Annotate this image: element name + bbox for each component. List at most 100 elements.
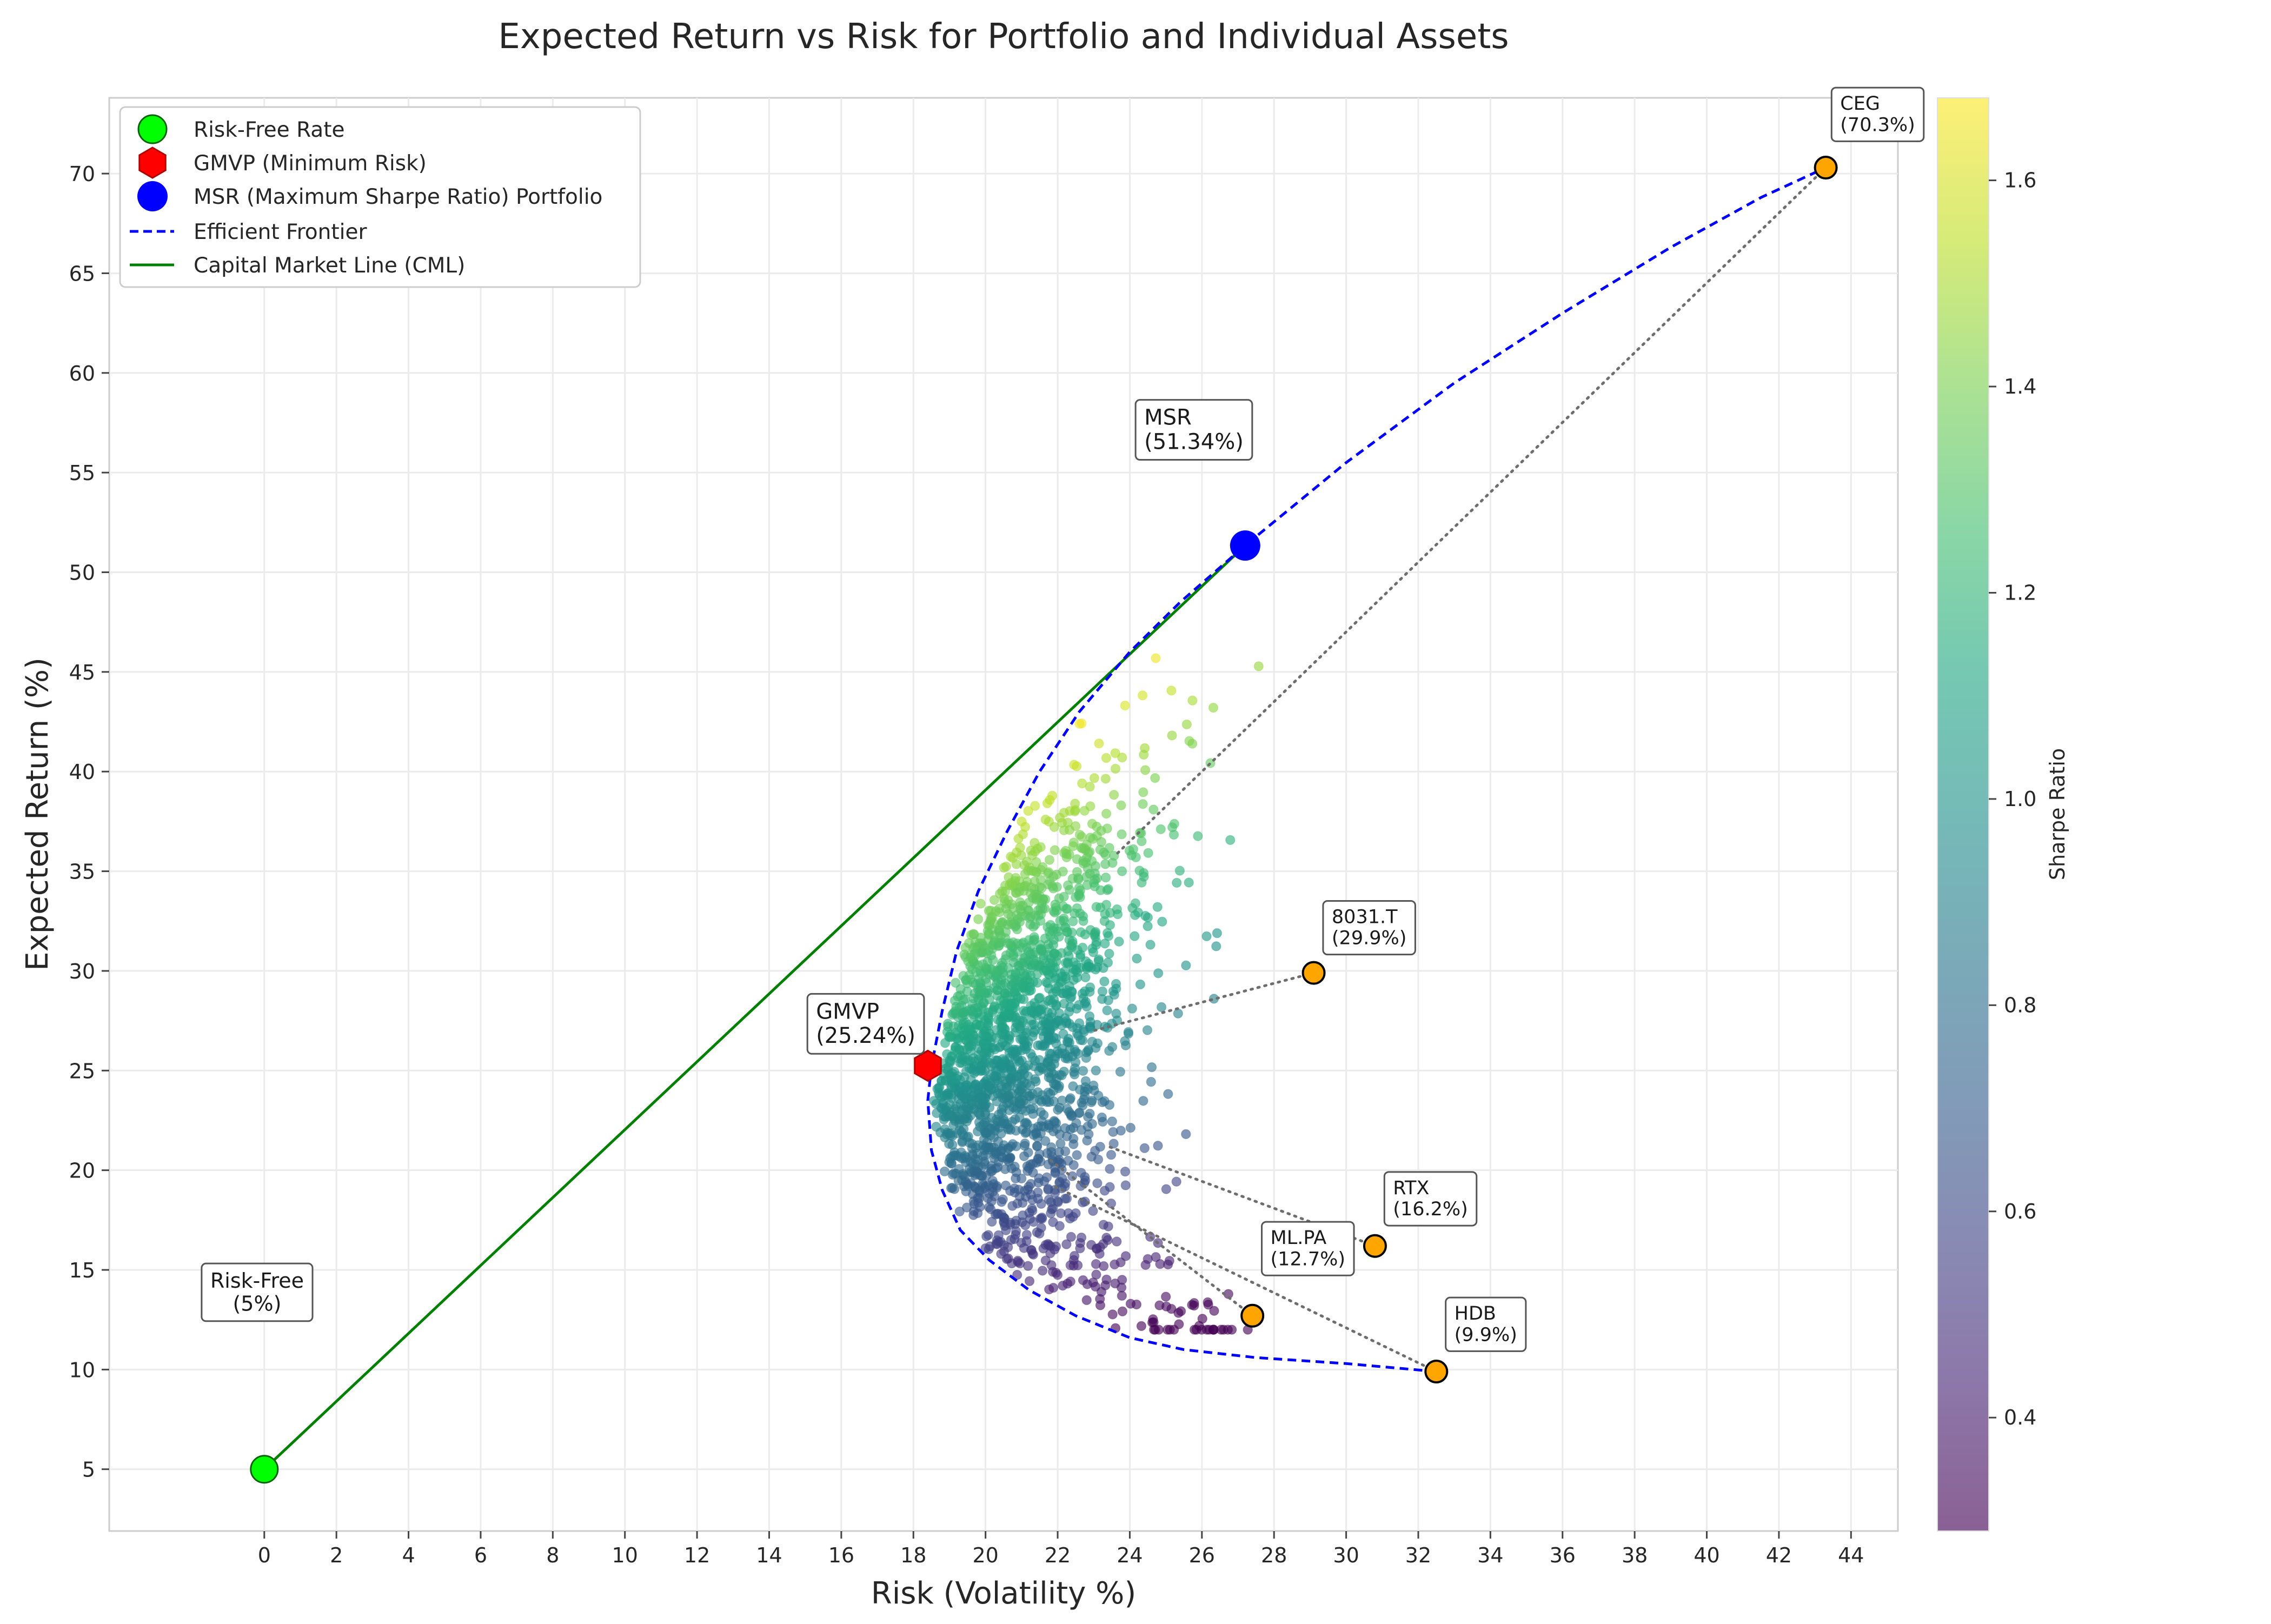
portfolio-point bbox=[1111, 1008, 1121, 1019]
portfolio-point bbox=[1074, 1107, 1085, 1118]
portfolio-point bbox=[1019, 1243, 1030, 1253]
portfolio-point bbox=[1035, 1156, 1046, 1167]
portfolio-point bbox=[1006, 999, 1017, 1009]
portfolio-point bbox=[1137, 877, 1147, 888]
portfolio-point bbox=[1013, 834, 1024, 844]
portfolio-point bbox=[1011, 983, 1021, 993]
portfolio-point bbox=[978, 1029, 988, 1039]
portfolio-point bbox=[1138, 799, 1148, 809]
portfolio-point bbox=[1023, 806, 1033, 816]
x-tick-label: 30 bbox=[1333, 1543, 1359, 1567]
portfolio-point bbox=[1114, 936, 1124, 947]
portfolio-point bbox=[1030, 910, 1040, 921]
portfolio-point bbox=[1048, 1096, 1059, 1107]
asset-label-ml-pa: ML.PA (12.7%) bbox=[1261, 1221, 1355, 1276]
portfolio-point bbox=[1117, 829, 1127, 840]
portfolio-point bbox=[1063, 1155, 1073, 1166]
portfolio-point bbox=[1015, 966, 1025, 976]
portfolio-point bbox=[1077, 718, 1087, 729]
portfolio-point bbox=[1019, 1151, 1030, 1162]
asset-connector-hdb bbox=[1052, 1184, 1438, 1373]
asset-label-hdb-line: HDB bbox=[1455, 1303, 1496, 1325]
y-tick-label: 45 bbox=[69, 661, 95, 684]
portfolio-point bbox=[1098, 963, 1108, 973]
portfolio-point bbox=[999, 862, 1009, 873]
portfolio-point bbox=[1044, 855, 1055, 865]
portfolio-point bbox=[1068, 1081, 1078, 1091]
portfolio-point bbox=[1105, 1182, 1115, 1192]
portfolio-point bbox=[1123, 1028, 1134, 1039]
portfolio-point bbox=[1152, 902, 1163, 912]
portfolio-point bbox=[1150, 773, 1160, 783]
legend-label-msr: MSR (Maximum Sharpe Ratio) Portfolio bbox=[194, 185, 602, 209]
portfolio-point bbox=[987, 1166, 998, 1176]
x-tick-label: 8 bbox=[546, 1543, 559, 1567]
portfolio-point bbox=[1103, 1235, 1113, 1245]
msr-label-box bbox=[1134, 399, 1253, 461]
portfolio-point bbox=[987, 964, 997, 975]
portfolio-point bbox=[1022, 1261, 1033, 1271]
portfolio-point bbox=[1151, 653, 1161, 663]
portfolio-point bbox=[948, 1120, 959, 1130]
portfolio-point bbox=[1068, 1139, 1079, 1149]
portfolio-point bbox=[1016, 1173, 1027, 1184]
portfolio-point bbox=[1065, 1094, 1075, 1105]
portfolio-point bbox=[1015, 904, 1026, 915]
portfolio-point bbox=[972, 1020, 982, 1030]
portfolio-point bbox=[1208, 1325, 1219, 1335]
portfolio-point bbox=[1125, 1122, 1136, 1133]
chart-lines bbox=[263, 166, 1828, 1470]
portfolio-point bbox=[1157, 916, 1167, 927]
portfolio-point bbox=[1097, 1112, 1107, 1123]
asset-label-ceg-line: (70.3%) bbox=[1840, 114, 1915, 136]
risk-free-label-box bbox=[201, 1262, 314, 1322]
portfolio-point bbox=[1085, 801, 1095, 811]
y-tick-label: 65 bbox=[69, 262, 95, 285]
portfolio-point bbox=[1142, 1025, 1153, 1035]
portfolio-point bbox=[960, 942, 971, 953]
portfolio-point bbox=[1085, 868, 1095, 879]
portfolio-point bbox=[1201, 931, 1212, 942]
portfolio-point bbox=[1058, 1029, 1068, 1039]
portfolio-point bbox=[1187, 695, 1198, 706]
asset-marker-hdb bbox=[1424, 1360, 1449, 1384]
portfolio-point bbox=[996, 1146, 1006, 1156]
portfolio-point bbox=[954, 1206, 965, 1217]
portfolio-point bbox=[1034, 1173, 1044, 1183]
portfolio-point bbox=[1028, 1249, 1039, 1260]
portfolio-point bbox=[928, 1096, 939, 1106]
portfolio-point bbox=[1072, 1150, 1082, 1160]
colorbar-tick-label: 1.4 bbox=[2004, 375, 2036, 398]
portfolio-point bbox=[1059, 891, 1069, 902]
portfolio-point bbox=[975, 898, 986, 909]
legend-label-risk-free: Risk-Free Rate bbox=[194, 118, 345, 142]
asset-marker-ceg bbox=[1814, 156, 1838, 180]
portfolio-point bbox=[973, 1108, 984, 1118]
portfolio-point bbox=[1067, 936, 1078, 947]
portfolio-point bbox=[989, 895, 1000, 906]
portfolio-point bbox=[973, 995, 984, 1005]
plot-area bbox=[108, 97, 1899, 1532]
gmvp-label-line: GMVP bbox=[816, 999, 879, 1024]
portfolio-point bbox=[1197, 1314, 1207, 1324]
portfolio-point bbox=[1184, 877, 1194, 888]
portfolio-point bbox=[1225, 835, 1236, 846]
portfolio-point bbox=[985, 1241, 995, 1252]
x-tick-label: 36 bbox=[1550, 1543, 1576, 1567]
portfolio-point bbox=[1140, 910, 1151, 921]
portfolio-point bbox=[1070, 798, 1080, 809]
portfolio-point bbox=[1032, 1141, 1042, 1152]
portfolio-point bbox=[964, 970, 975, 981]
portfolio-point bbox=[1007, 1012, 1018, 1023]
asset-label-rtx-line: (16.2%) bbox=[1393, 1199, 1468, 1220]
y-tick-label: 55 bbox=[69, 461, 95, 485]
portfolio-point bbox=[1086, 1240, 1097, 1250]
portfolio-point bbox=[1020, 822, 1031, 832]
x-tick-label: 32 bbox=[1405, 1543, 1431, 1567]
portfolio-point bbox=[1026, 1189, 1036, 1200]
portfolio-point bbox=[1025, 970, 1036, 981]
portfolio-point bbox=[1018, 1006, 1029, 1016]
portfolio-point bbox=[1110, 1259, 1120, 1270]
portfolio-point bbox=[1088, 834, 1098, 844]
portfolio-point bbox=[1048, 1217, 1058, 1227]
